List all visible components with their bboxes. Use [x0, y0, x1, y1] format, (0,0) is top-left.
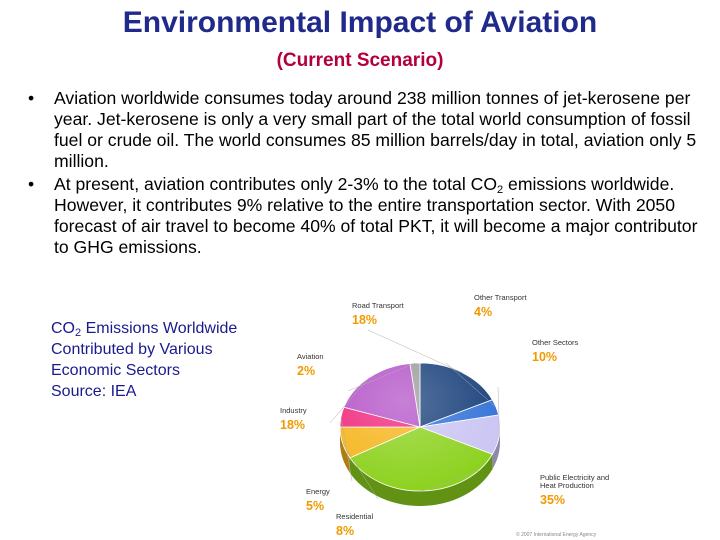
caption-line-2: Contributed by Various: [51, 341, 213, 358]
caption-line-3: Economic Sectors: [51, 362, 180, 379]
bullet-text-part-a: At present, aviation contributes only 2-…: [54, 174, 498, 194]
leader-public-electricity-and-heat-production: [422, 470, 479, 492]
slice-value-energy: 5%: [306, 499, 324, 513]
slice-name-aviation: Aviation: [297, 352, 324, 361]
slice-value-residential: 8%: [336, 524, 354, 538]
slice-value-industry: 18%: [280, 418, 305, 432]
co2-subscript: 2: [497, 184, 504, 196]
slice-name-public-electricity-and-heat-production: Public Electricity and: [540, 473, 609, 482]
slice-name-industry: Industry: [280, 406, 307, 415]
leader-residential: [342, 442, 379, 500]
bullet-text: Aviation worldwide consumes today around…: [54, 88, 697, 171]
pie-side-public-electricity-and-heat-production: [349, 454, 493, 506]
leader-other-transport: [445, 362, 497, 408]
slice-value-other-transport: 4%: [474, 305, 492, 319]
caption-co2: CO: [51, 320, 75, 337]
leader-energy: [340, 416, 353, 482]
caption-line-4: Source: IEA: [51, 383, 137, 400]
slice-name-residential: Residential: [336, 512, 373, 521]
leader-lines: [329, 329, 500, 500]
pie-chart: Road Transport 18% Other Transport 4% Other …: [280, 293, 609, 538]
bullet-item-consumption: • Aviation worldwide consumes today arou…: [26, 88, 706, 172]
bullet-dot: •: [28, 88, 35, 108]
slice-name-road-transport: Road Transport: [352, 301, 405, 310]
slice-value-road-transport: 18%: [352, 313, 377, 327]
slice-labels: Road Transport 18% Other Transport 4% Other …: [280, 293, 609, 538]
chart-caption: CO2 Emissions Worldwide Contributed by V…: [51, 318, 281, 402]
leader-other-sectors: [497, 386, 500, 436]
slice-name-other-transport: Other Transport: [474, 293, 527, 302]
caption-line-1-rest: Emissions Worldwide: [81, 320, 238, 337]
bullet-list: • Aviation worldwide consumes today arou…: [26, 88, 706, 260]
page-subtitle: (Current Scenario): [276, 50, 444, 71]
slice-name-public-electricity-and-heat-production: Heat Production: [540, 481, 594, 490]
leader-road-transport: [367, 329, 463, 374]
leader-aviation: [347, 362, 416, 392]
leader-industry: [329, 377, 370, 424]
caption-line-1: CO2 Emissions Worldwide: [51, 318, 281, 339]
bullet-text-part-b: emissions worldwide. However, it contrib…: [54, 174, 698, 257]
caption-co2-subscript: 2: [75, 327, 82, 339]
slice-name-energy: Energy: [306, 487, 330, 496]
slice-value-public-electricity-and-heat-production: 35%: [540, 493, 565, 507]
page-title: Environmental Impact of Aviation: [122, 6, 598, 39]
slice-value-aviation: 2%: [297, 364, 315, 378]
bullet-dot: •: [28, 174, 35, 194]
bullet-item-emissions: • At present, aviation contributes only …: [26, 174, 706, 258]
slice-value-other-sectors: 10%: [532, 350, 557, 364]
slice-name-other-sectors: Other Sectors: [532, 338, 579, 347]
copyright-note: © 2007 International Energy Agency: [516, 531, 597, 538]
